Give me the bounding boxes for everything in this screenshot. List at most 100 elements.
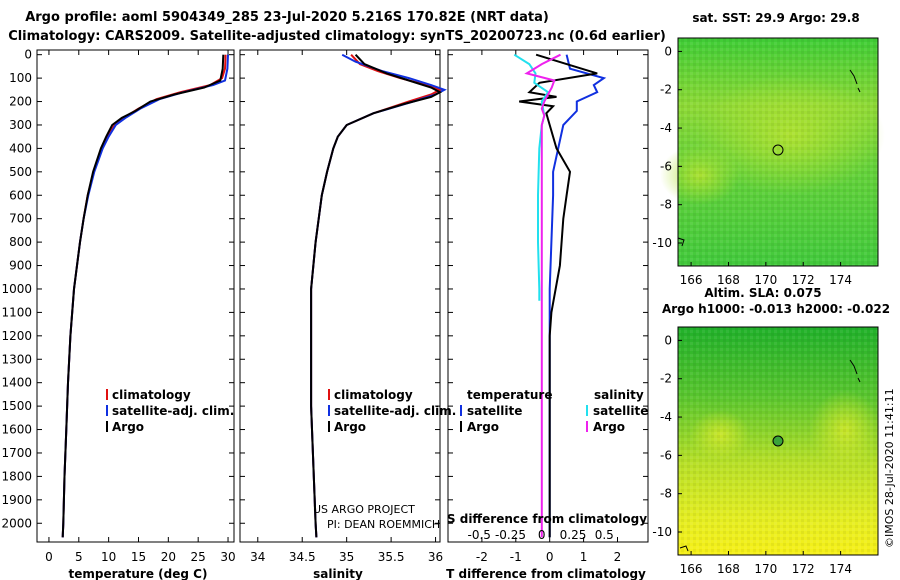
salinity-panel-frame bbox=[239, 49, 441, 543]
depth-tick-label: 300 bbox=[9, 118, 32, 132]
sst-map: sat. SST: 29.9 Argo: 29.8 166 168 170 172 17… bbox=[652, 11, 885, 287]
legend-swatch-t-satellite bbox=[460, 405, 462, 416]
lat-tick-label: -8 bbox=[660, 198, 672, 212]
lat-tick-label: -2 bbox=[660, 372, 672, 386]
sla-map-frame bbox=[677, 326, 879, 556]
x-tick-label: 34 bbox=[250, 550, 265, 564]
x-tick-label: 2 bbox=[614, 550, 622, 564]
series-line-t-argo bbox=[519, 53, 598, 538]
salinity-legend: climatology satellite-adj. clim. Argo bbox=[328, 388, 456, 434]
lon-tick-label: 172 bbox=[792, 562, 815, 576]
temperature-axis-ticks: 0 5 10 15 20 25 30 bbox=[45, 50, 236, 564]
sla-map-island bbox=[679, 545, 689, 552]
sst-map-title: sat. SST: 29.9 Argo: 29.8 bbox=[692, 11, 859, 25]
series-line-climatology bbox=[61, 54, 227, 538]
series-line-climatology bbox=[310, 54, 443, 538]
depth-tick-label: 400 bbox=[9, 141, 32, 155]
series-line-satellite-adj-clim- bbox=[61, 54, 229, 538]
lat-tick-label: -4 bbox=[660, 121, 672, 135]
series-line-argo bbox=[61, 54, 225, 538]
lon-tick-label: 174 bbox=[829, 562, 852, 576]
legend-label-argo: Argo bbox=[334, 420, 366, 434]
depth-tick-label: 1500 bbox=[1, 399, 32, 413]
s-tick-label: -0.25 bbox=[495, 528, 526, 542]
temperature-xlabel: temperature (deg C) bbox=[69, 567, 208, 580]
difference-panel-frame bbox=[447, 49, 649, 543]
series-line-satellite-adj-clim- bbox=[310, 53, 447, 538]
legend-label-s-argo: Argo bbox=[593, 420, 625, 434]
legend-label-satellite: satellite-adj. clim. bbox=[112, 404, 234, 418]
s-tick-label: -0.5 bbox=[468, 528, 491, 542]
credit-pi: PI: DEAN ROEMMICH bbox=[327, 518, 440, 531]
s-tick-label: 0.5 bbox=[595, 528, 614, 542]
depth-tick-label: 200 bbox=[9, 95, 32, 109]
salinity-axis-ticks: 34 34.5 35 35.5 36 bbox=[250, 50, 443, 564]
legend-label-climatology: climatology bbox=[112, 388, 191, 402]
x-tick-label: 34.5 bbox=[289, 550, 316, 564]
lon-tick-label: 174 bbox=[829, 273, 852, 287]
s-difference-ticks: -0.5 -0.25 0 0.25 0.5 bbox=[468, 528, 614, 542]
x-tick-label: -2 bbox=[476, 550, 488, 564]
series-line-s-argo bbox=[524, 53, 561, 538]
difference-panel: -2 -1 0 1 2 T difference from climatology S … bbox=[446, 49, 649, 580]
lon-tick-label: 170 bbox=[754, 562, 777, 576]
lon-tick-label: 166 bbox=[680, 562, 703, 576]
x-tick-label: 35.5 bbox=[378, 550, 405, 564]
legend-swatch-climatology bbox=[106, 389, 108, 400]
x-tick-label: 15 bbox=[131, 550, 146, 564]
lon-tick-label: 166 bbox=[680, 273, 703, 287]
difference-legend: temperature satellite Argo salinity sate… bbox=[460, 388, 648, 434]
legend-title-temperature: temperature bbox=[467, 388, 552, 402]
lat-tick-label: -10 bbox=[652, 236, 672, 250]
lat-tick-label: 0 bbox=[664, 44, 672, 58]
lat-tick-label: -6 bbox=[660, 159, 672, 173]
lat-tick-label: -8 bbox=[660, 487, 672, 501]
sla-argo-location-marker bbox=[772, 435, 784, 447]
x-tick-label: 35 bbox=[339, 550, 354, 564]
legend-swatch-satellite bbox=[106, 405, 108, 416]
x-tick-label: 0 bbox=[45, 550, 53, 564]
depth-axis: 0 100 200 300 400 500 600 700 800 900 1000 1100 1200… bbox=[1, 48, 648, 530]
depth-tick-label: 500 bbox=[9, 165, 32, 179]
depth-tick-label: 900 bbox=[9, 259, 32, 273]
temperature-series bbox=[61, 54, 229, 538]
lon-tick-label: 170 bbox=[754, 273, 777, 287]
depth-tick-label: 800 bbox=[9, 235, 32, 249]
sla-map-title-line2: Argo h1000: -0.013 h2000: -0.022 bbox=[662, 302, 890, 316]
legend-title-salinity: salinity bbox=[594, 388, 644, 402]
lat-tick-label: -6 bbox=[660, 448, 672, 462]
legend-label-t-argo: Argo bbox=[467, 420, 499, 434]
legend-label-s-satellite: satellite bbox=[593, 404, 648, 418]
sla-map: Altim. SLA: 0.075 Argo h1000: -0.013 h20… bbox=[652, 286, 890, 576]
lon-tick-label: 168 bbox=[717, 562, 740, 576]
depth-tick-label: 1100 bbox=[1, 305, 32, 319]
depth-tick-label: 700 bbox=[9, 212, 32, 226]
depth-tick-label: 0 bbox=[24, 48, 32, 62]
x-tick-label: 36 bbox=[428, 550, 443, 564]
lat-tick-label: -4 bbox=[660, 410, 672, 424]
sst-map-texture bbox=[678, 38, 878, 266]
legend-label-argo: Argo bbox=[112, 420, 144, 434]
sla-map-title-line1: Altim. SLA: 0.075 bbox=[704, 286, 821, 300]
temperature-panel-frame bbox=[36, 49, 235, 543]
legend-swatch-argo bbox=[328, 421, 330, 432]
depth-tick-label: 1400 bbox=[1, 376, 32, 390]
legend-label-t-satellite: satellite bbox=[467, 404, 522, 418]
lat-tick-label: 0 bbox=[664, 333, 672, 347]
depth-tick-label: 1600 bbox=[1, 423, 32, 437]
series-line-argo bbox=[310, 54, 443, 538]
sst-map-frame bbox=[677, 37, 879, 267]
legend-swatch-t-argo bbox=[460, 421, 462, 432]
x-tick-label: 0 bbox=[546, 550, 554, 564]
depth-tick-label: 1300 bbox=[1, 352, 32, 366]
difference-axis-ticks: -2 -1 0 1 2 bbox=[476, 50, 621, 564]
x-tick-label: 1 bbox=[580, 550, 588, 564]
sst-map-island bbox=[677, 237, 685, 247]
salinity-series bbox=[310, 53, 447, 538]
s-difference-title: S difference from climatology bbox=[447, 512, 647, 526]
figure-title-line2: Climatology: CARS2009. Satellite-adjuste… bbox=[8, 29, 666, 44]
x-tick-label: 5 bbox=[75, 550, 83, 564]
difference-series bbox=[513, 53, 607, 538]
lon-tick-label: 172 bbox=[792, 273, 815, 287]
